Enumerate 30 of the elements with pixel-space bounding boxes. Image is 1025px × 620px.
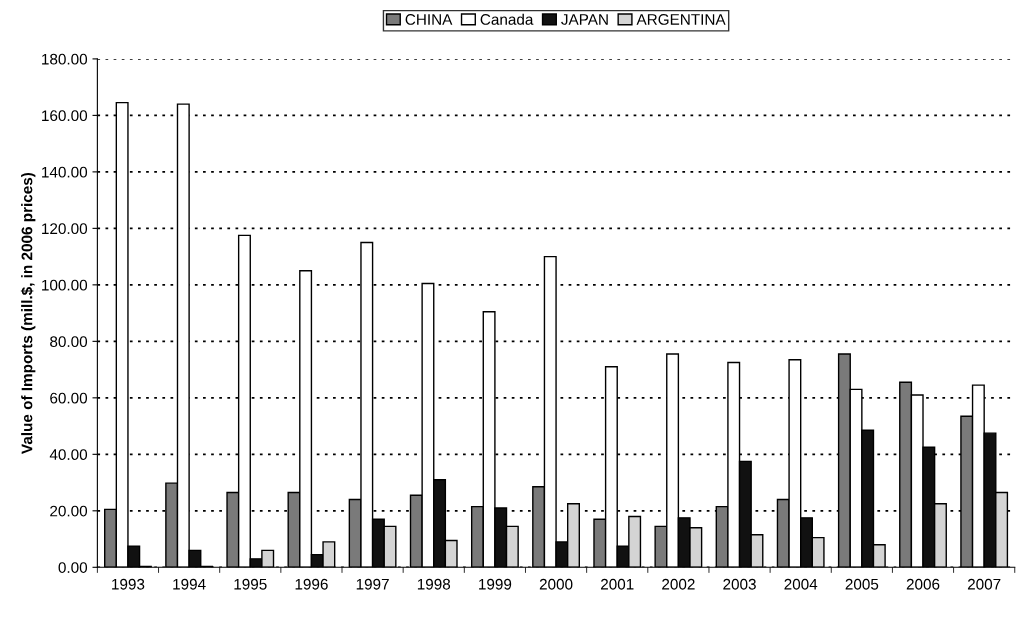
x-tick-label: 2002 [662, 578, 695, 590]
legend-label: JAPAN [561, 14, 608, 25]
x-tick-label: 1998 [417, 578, 451, 590]
y-tick-label: 100.00 [42, 279, 88, 291]
x-tick-label: 1995 [234, 578, 267, 590]
x-tick-label: 2003 [723, 578, 756, 590]
x-tick-label: 2006 [906, 578, 940, 590]
legend-label: ARGENTINA [636, 14, 726, 25]
x-tick-label: 1994 [173, 578, 206, 590]
y-tick-label: 80.00 [50, 336, 88, 348]
y-tick-label: 60.00 [50, 392, 88, 404]
y-tick-label: 40.00 [49, 449, 88, 461]
x-tick-label: 2007 [967, 578, 1001, 590]
y-tick-label: 20.00 [50, 505, 88, 517]
legend-label: CHINA [405, 14, 453, 25]
y-axis-title: Value of Imports (mill.$, in 2006 prices) [20, 172, 36, 454]
x-tick-label: 1997 [356, 578, 389, 590]
x-tick-label: 2005 [845, 578, 879, 590]
y-tick-label: 160.00 [42, 110, 88, 122]
y-tick-label: 140.00 [42, 166, 88, 178]
y-tick-label: 0.00 [58, 562, 88, 573]
x-tick-label: 1999 [479, 578, 512, 590]
x-tick-label: 1996 [295, 578, 328, 590]
x-tick-label: 1993 [112, 578, 145, 590]
legend-label: Canada [480, 13, 534, 25]
y-tick-label: 180.00 [42, 53, 88, 65]
y-tick-label: 120.00 [42, 223, 88, 235]
x-tick-label: 2000 [539, 578, 573, 590]
x-tick-label: 2001 [601, 578, 634, 590]
x-tick-label: 2004 [784, 578, 818, 590]
